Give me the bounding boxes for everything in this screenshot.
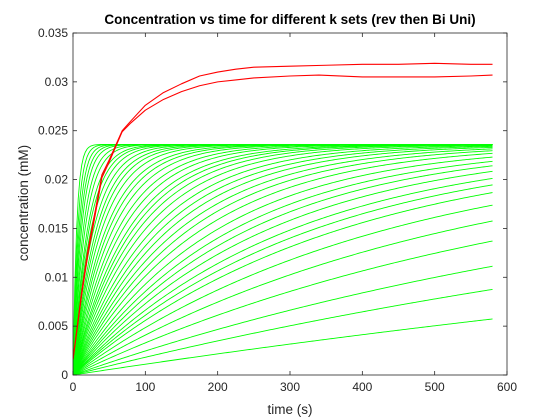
x-tick-label: 0 [70,380,77,394]
x-tick-label: 400 [352,380,372,394]
y-tick-label: 0.015 [38,221,68,235]
x-tick-label: 500 [425,380,445,394]
x-tick-label: 100 [135,380,155,394]
y-tick-label: 0.035 [38,26,68,40]
x-tick-label: 600 [497,380,517,394]
y-tick-label: 0 [61,368,68,382]
chart-title: Concentration vs time for different k se… [104,12,475,27]
y-tick-label: 0.005 [38,319,68,333]
y-tick-label: 0.01 [45,270,69,284]
y-axis-label: concentration (mM) [16,145,31,261]
x-tick-label: 300 [280,380,300,394]
y-tick-label: 0.025 [38,124,68,138]
x-tick-label: 200 [208,380,228,394]
y-tick-label: 0.02 [45,173,69,187]
y-tick-label: 0.03 [45,75,69,89]
x-axis-label: time (s) [268,402,313,417]
